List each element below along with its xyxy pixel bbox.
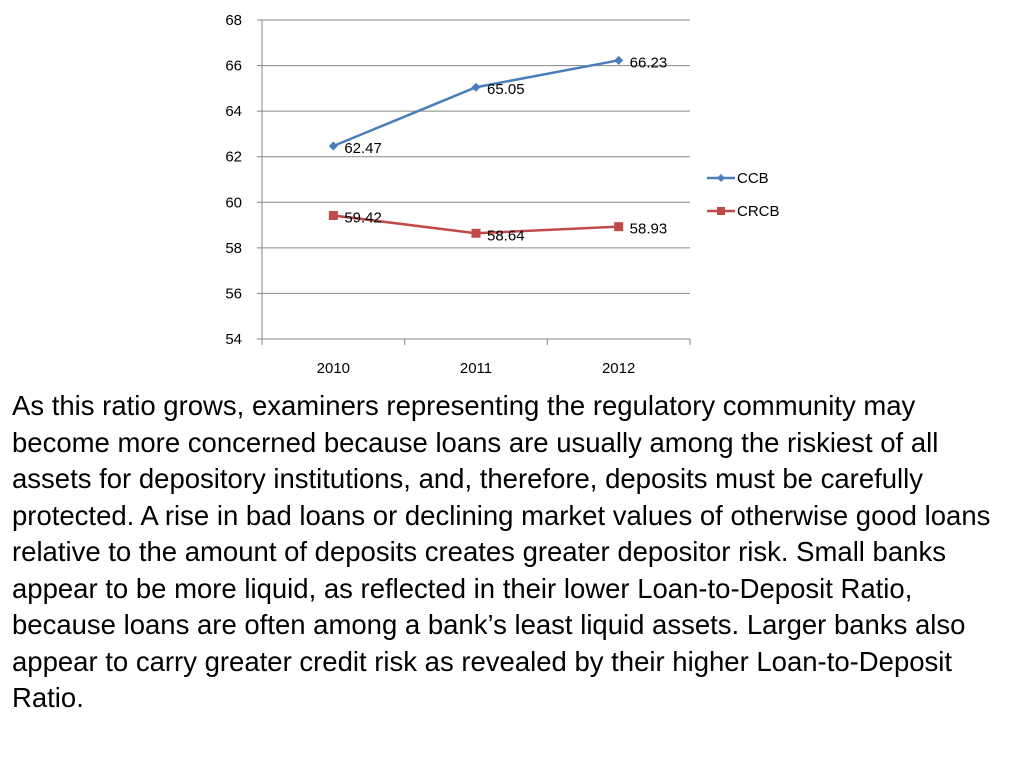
data-label: 62.47 [344, 140, 382, 157]
legend-label: CRCB [737, 203, 780, 220]
data-label: 65.05 [487, 81, 525, 98]
y-tick-label: 56 [225, 285, 242, 302]
chart: 54 56 58 60 62 64 66 68 2010 2011 2012 62.47 65.05 66… [225, 12, 780, 377]
data-label: 58.64 [487, 227, 525, 244]
body-paragraph: As this ratio grows, examiners represent… [12, 390, 991, 713]
x-tick-label: 2012 [602, 360, 635, 377]
x-tick-label: 2010 [317, 360, 350, 377]
y-tick-label: 60 [225, 194, 242, 211]
data-point [471, 228, 481, 238]
legend-marker [717, 174, 725, 182]
x-tick-label: 2011 [460, 360, 492, 377]
data-label: 66.23 [630, 54, 668, 71]
data-point [471, 82, 481, 92]
legend-marker [717, 207, 725, 215]
y-tick-label: 64 [225, 103, 242, 120]
data-point [328, 141, 338, 151]
y-tick-label: 54 [225, 331, 242, 348]
data-label: 59.42 [344, 210, 382, 227]
line-chart: 54 56 58 60 62 64 66 68 2010 2011 2012 62.47 65.05 66… [225, 12, 780, 377]
y-tick-label: 58 [225, 240, 242, 257]
y-tick-label: 66 [225, 58, 242, 75]
y-tick-label: 68 [225, 12, 242, 29]
data-point [614, 55, 624, 65]
y-tick-label: 62 [225, 149, 242, 166]
data-point [328, 211, 338, 221]
data-point [614, 222, 624, 232]
data-label: 58.93 [630, 221, 668, 238]
series-line-ccb [332, 59, 619, 148]
legend-label: CCB [737, 170, 769, 187]
